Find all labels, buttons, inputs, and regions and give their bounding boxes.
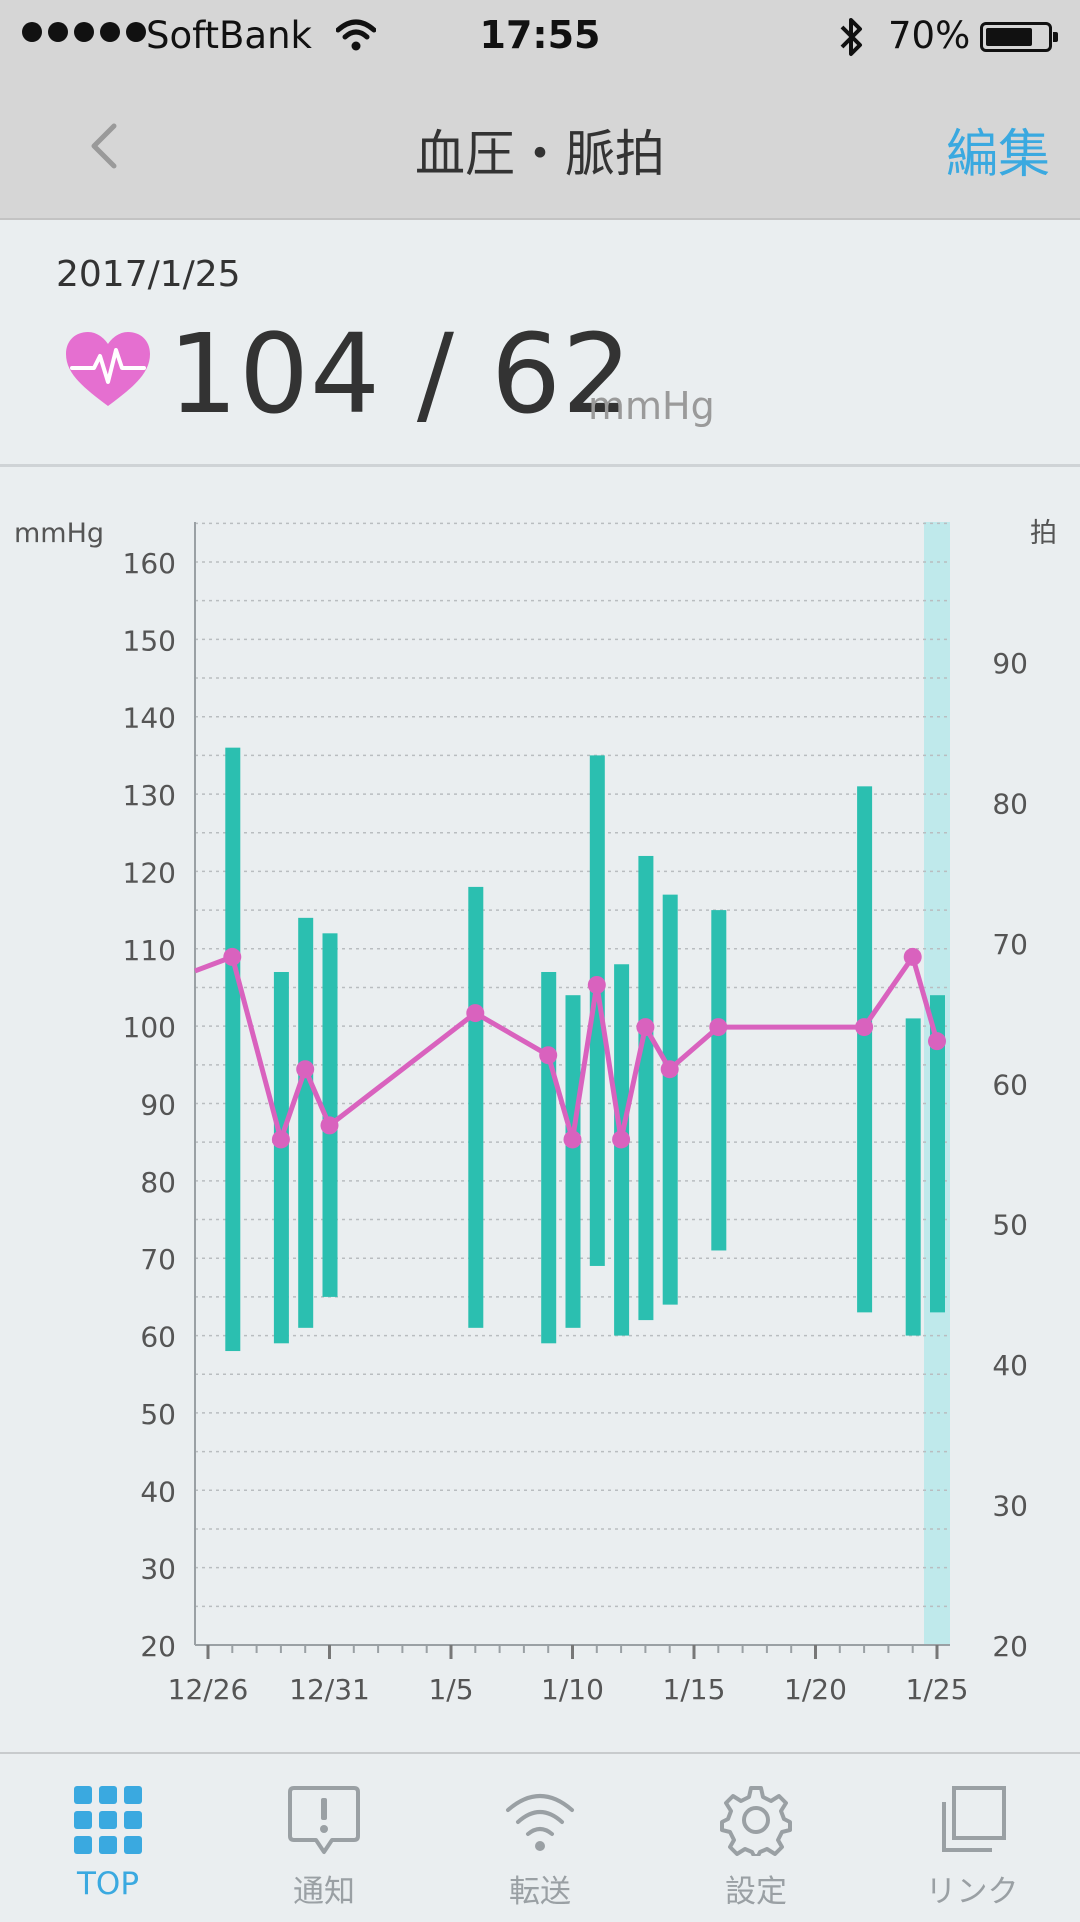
x-tick-label: 1/15 — [663, 1673, 726, 1706]
tab-label: 転送 — [509, 1874, 571, 1910]
pulse-point — [271, 1130, 290, 1149]
pulse-point — [855, 1018, 874, 1037]
pulse-point — [612, 1130, 631, 1149]
status-bar: SoftBank 17:55 70% — [0, 0, 1080, 76]
signal-strength-icon — [22, 22, 146, 42]
blood-pressure-chart[interactable]: mmHg 拍 160 150 140 130 120 110 100 90 80 70 60 50 40 30… — [0, 470, 1080, 1750]
y-tick-left: 60 — [140, 1321, 176, 1354]
blood-pressure-value: 104 / 62 — [168, 310, 633, 438]
blood-pressure-unit: mmHg — [588, 384, 715, 428]
navigation-bar: 血圧・脈拍 編集 — [0, 76, 1080, 220]
y-tick-left: 130 — [123, 779, 176, 812]
y-tick-right: 60 — [992, 1068, 1028, 1101]
clock: 17:55 — [479, 13, 601, 57]
y-tick-left: 40 — [140, 1475, 176, 1508]
bp-bar — [273, 971, 289, 1344]
tab-label: 設定 — [725, 1874, 787, 1910]
y-tick-left: 150 — [123, 624, 176, 657]
link-icon — [942, 1786, 1006, 1852]
bp-bar — [468, 886, 484, 1328]
page-title: 血圧・脈拍 — [415, 125, 665, 183]
battery-icon — [980, 22, 1058, 52]
x-tick-label: 1/25 — [906, 1673, 969, 1706]
y-tick-right: 80 — [992, 787, 1028, 820]
pulse-point — [660, 1060, 679, 1079]
notification-icon — [288, 1786, 360, 1854]
bluetooth-icon — [840, 18, 862, 56]
tab-top[interactable]: TOP — [0, 1754, 216, 1922]
x-tick-label: 12/31 — [289, 1673, 370, 1706]
y-tick-right: 40 — [992, 1349, 1028, 1382]
y-axis-right-title: 拍 — [1030, 518, 1057, 549]
tab-label: リンク — [925, 1874, 1019, 1910]
y-tick-left: 90 — [140, 1089, 176, 1122]
edit-button[interactable]: 編集 — [945, 125, 1050, 185]
pulse-point — [587, 975, 606, 994]
y-tick-left: 140 — [123, 702, 176, 735]
pulse-point — [223, 947, 242, 966]
x-tick-label: 12/26 — [168, 1673, 249, 1706]
y-tick-left: 120 — [123, 856, 176, 889]
bp-bar — [930, 995, 945, 1313]
bp-bar — [565, 995, 581, 1328]
y-tick-left: 20 — [140, 1630, 176, 1663]
y-tick-left: 160 — [123, 547, 176, 580]
bp-bar — [905, 1018, 921, 1336]
bp-bar — [298, 917, 314, 1328]
chevron-left-icon — [91, 123, 117, 169]
transfer-icon — [506, 1794, 574, 1851]
bp-bar — [225, 747, 241, 1352]
heart-pulse-icon — [66, 332, 150, 406]
pulse-point — [320, 1116, 339, 1135]
pulse-point — [563, 1130, 582, 1149]
latest-reading-summary: 2017/1/25 104 / 62 mmHg — [0, 220, 1080, 467]
y-tick-left: 100 — [123, 1011, 176, 1044]
pulse-point — [466, 1004, 485, 1023]
x-tick-label: 1/5 — [428, 1673, 473, 1706]
bp-bar — [589, 755, 605, 1266]
x-tick-label: 1/10 — [541, 1673, 604, 1706]
y-tick-right: 70 — [992, 928, 1028, 961]
bp-bar — [711, 910, 727, 1251]
y-tick-left: 70 — [140, 1243, 176, 1276]
grid-icon — [74, 1786, 142, 1854]
pulse-point — [636, 1018, 655, 1037]
pulse-point — [928, 1032, 946, 1051]
bp-bar — [857, 786, 873, 1313]
pulse-line — [194, 954, 940, 1142]
tab-settings[interactable]: 設定 — [648, 1754, 864, 1922]
x-tick-label: 1/20 — [784, 1673, 847, 1706]
carrier-name: SoftBank — [146, 14, 312, 57]
y-tick-right: 20 — [992, 1630, 1028, 1663]
wifi-icon — [336, 19, 376, 51]
tab-label: TOP — [76, 1866, 140, 1902]
pulse-point — [709, 1018, 728, 1037]
y-axis-left-title: mmHg — [14, 518, 104, 549]
tab-notification[interactable]: 通知 — [216, 1754, 432, 1922]
reading-date: 2017/1/25 — [56, 254, 241, 295]
pulse-point — [296, 1060, 315, 1079]
y-tick-left: 30 — [140, 1553, 176, 1586]
pulse-point — [903, 947, 922, 966]
bp-bar — [541, 971, 557, 1344]
battery-percent: 70% — [888, 14, 971, 57]
bp-bar — [322, 933, 338, 1297]
back-button[interactable] — [78, 116, 138, 176]
y-tick-left: 80 — [140, 1166, 176, 1199]
y-tick-right: 90 — [992, 647, 1028, 680]
tab-link[interactable]: リンク — [864, 1754, 1080, 1922]
bp-bar — [638, 855, 654, 1321]
bp-bar — [614, 964, 630, 1336]
pulse-point — [539, 1046, 558, 1065]
bp-bar — [662, 894, 678, 1305]
chart-canvas[interactable]: mmHg 拍 160 150 140 130 120 110 100 90 80 70 60 50 40 30… — [0, 470, 1080, 1750]
y-tick-left: 110 — [123, 934, 176, 967]
y-tick-right: 50 — [992, 1209, 1028, 1242]
y-tick-left: 50 — [140, 1398, 176, 1431]
tab-bar: TOP 通知 転送 設定 リンク — [0, 1752, 1080, 1922]
gear-icon — [720, 1786, 792, 1856]
tab-label: 通知 — [293, 1874, 355, 1910]
y-tick-right: 30 — [992, 1490, 1028, 1523]
tab-transfer[interactable]: 転送 — [432, 1754, 648, 1922]
